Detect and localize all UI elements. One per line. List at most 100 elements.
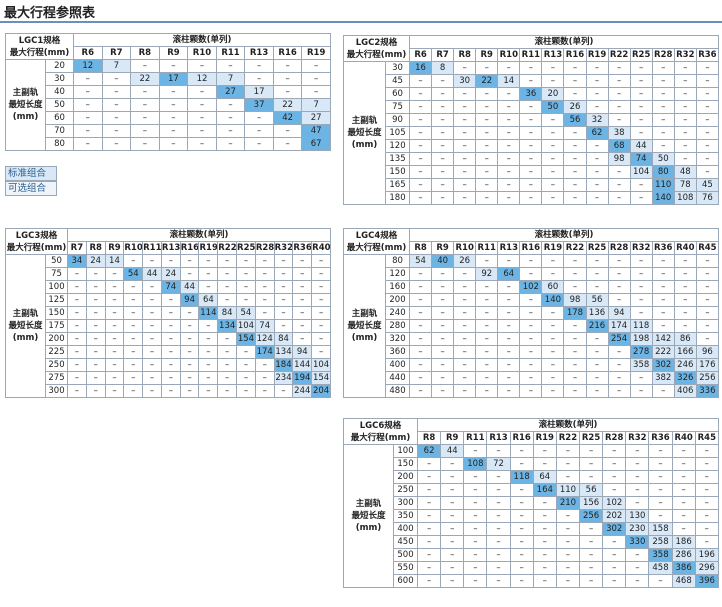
stroke-cell: – xyxy=(695,87,719,101)
stroke-cell: – xyxy=(431,178,455,192)
stroke-cell: 178 xyxy=(563,306,587,320)
stroke-cell: – xyxy=(629,306,653,320)
stroke-cell: 12 xyxy=(187,72,217,86)
stroke-cell: 27 xyxy=(301,111,331,125)
stroke-cell: 24 xyxy=(85,254,106,268)
stroke-cell: – xyxy=(602,548,627,562)
stroke-cell: 32 xyxy=(585,113,609,127)
length-cell: 300 xyxy=(392,496,419,510)
stroke-cell: 104 xyxy=(311,358,332,372)
stroke-cell: 44 xyxy=(179,280,200,294)
stroke-cell: – xyxy=(602,457,627,471)
stroke-cell: – xyxy=(85,371,106,385)
stroke-cell: 396 xyxy=(694,574,719,588)
stroke-cell: – xyxy=(273,267,294,281)
column-header: R28 xyxy=(602,431,627,445)
stroke-cell: – xyxy=(453,306,477,320)
data-row: 400– – – – – – – – – –358 302 246 176 xyxy=(344,358,719,372)
stroke-cell: – xyxy=(272,85,303,99)
column-header: R25 xyxy=(578,431,604,445)
stroke-cell: – xyxy=(198,267,219,281)
stroke-cell: – xyxy=(409,87,433,101)
stroke-cell: – xyxy=(453,345,477,359)
stroke-cell: – xyxy=(695,113,719,127)
stroke-cell: – xyxy=(431,358,455,372)
stroke-cell: – xyxy=(607,358,631,372)
stroke-cell: 154 xyxy=(311,371,332,385)
stroke-cell: – xyxy=(475,358,499,372)
stroke-cell: – xyxy=(179,358,200,372)
stroke-cell: – xyxy=(104,280,125,294)
column-header: R10 xyxy=(123,241,144,255)
stroke-cell: – xyxy=(453,178,477,192)
corner-header: LGC3规格 最大行程(mm) xyxy=(4,228,69,255)
stroke-cell: – xyxy=(651,126,675,140)
row-label: 主副轨 最短长度 (mm) xyxy=(343,444,394,588)
stroke-cell: – xyxy=(409,306,433,320)
stroke-cell: – xyxy=(648,457,673,471)
data-row: 120– – – – – – – – –68 44– – – xyxy=(344,139,719,153)
stroke-cell: – xyxy=(179,267,200,281)
column-header: R19 xyxy=(532,431,557,445)
stroke-cell: – xyxy=(555,548,581,562)
data-row: 600– – – – – – – – – – –468 396 xyxy=(344,574,719,588)
stroke-cell: – xyxy=(453,293,477,307)
stroke-cell: – xyxy=(301,59,331,73)
stroke-cell: – xyxy=(694,509,719,523)
stroke-cell: – xyxy=(532,444,557,458)
stroke-cell: – xyxy=(187,111,217,125)
length-cell: 50 xyxy=(44,98,75,112)
stroke-cell: 54 xyxy=(123,267,144,281)
stroke-cell: 64 xyxy=(198,293,219,307)
stroke-cell: – xyxy=(254,358,275,372)
stroke-cell: – xyxy=(673,254,697,268)
stroke-cell: – xyxy=(409,345,433,359)
stroke-cell: – xyxy=(475,126,499,140)
data-row: 200– – – – – –140 98 56– – – – – xyxy=(344,293,719,307)
length-cell: 60 xyxy=(384,87,411,101)
stroke-cell: – xyxy=(532,496,557,510)
stroke-cell: – xyxy=(273,280,294,294)
stroke-cell: – xyxy=(142,371,162,385)
stroke-cell: – xyxy=(187,85,217,99)
column-header: R22 xyxy=(555,431,581,445)
stroke-cell: – xyxy=(541,267,565,281)
stroke-cell: – xyxy=(409,319,433,333)
stroke-cell: – xyxy=(440,522,465,536)
stroke-cell: – xyxy=(651,267,675,281)
stroke-cell: – xyxy=(497,126,521,140)
stroke-cell: – xyxy=(254,306,275,320)
data-row: 80– – – – – – – –67 xyxy=(6,137,331,151)
stroke-cell: – xyxy=(130,85,160,99)
stroke-cell: – xyxy=(85,384,106,398)
stroke-cell: – xyxy=(409,126,433,140)
stroke-cell: – xyxy=(475,384,499,398)
stroke-cell: – xyxy=(563,152,587,166)
stroke-cell: – xyxy=(585,139,609,153)
stroke-cell: – xyxy=(73,98,103,112)
row-label-line: 最短长度 xyxy=(347,321,382,331)
stroke-cell: 36 xyxy=(519,87,543,101)
stroke-cell: – xyxy=(651,139,675,153)
stroke-cell: – xyxy=(130,124,160,138)
stroke-cell: – xyxy=(486,522,511,536)
stroke-cell: – xyxy=(694,483,719,497)
stroke-cell: – xyxy=(563,191,587,205)
stroke-cell: 164 xyxy=(532,483,557,497)
stroke-cell: – xyxy=(244,72,274,86)
stroke-cell: – xyxy=(519,152,543,166)
stroke-cell: 184 xyxy=(273,358,294,372)
stroke-cell: 358 xyxy=(629,358,653,372)
stroke-cell: – xyxy=(673,306,697,320)
column-header: R25 xyxy=(236,241,256,255)
stroke-cell: – xyxy=(607,87,631,101)
stroke-cell: 62 xyxy=(417,444,442,458)
stroke-cell: – xyxy=(519,384,543,398)
stroke-cell: – xyxy=(555,561,581,575)
stroke-cell: 406 xyxy=(673,384,697,398)
stroke-cell: 50 xyxy=(541,100,565,114)
stroke-cell: – xyxy=(486,548,511,562)
stroke-cell: 76 xyxy=(695,191,719,205)
stroke-cell: – xyxy=(254,384,275,398)
corner-header: LGC1规格 最大行程(mm) xyxy=(4,33,75,60)
